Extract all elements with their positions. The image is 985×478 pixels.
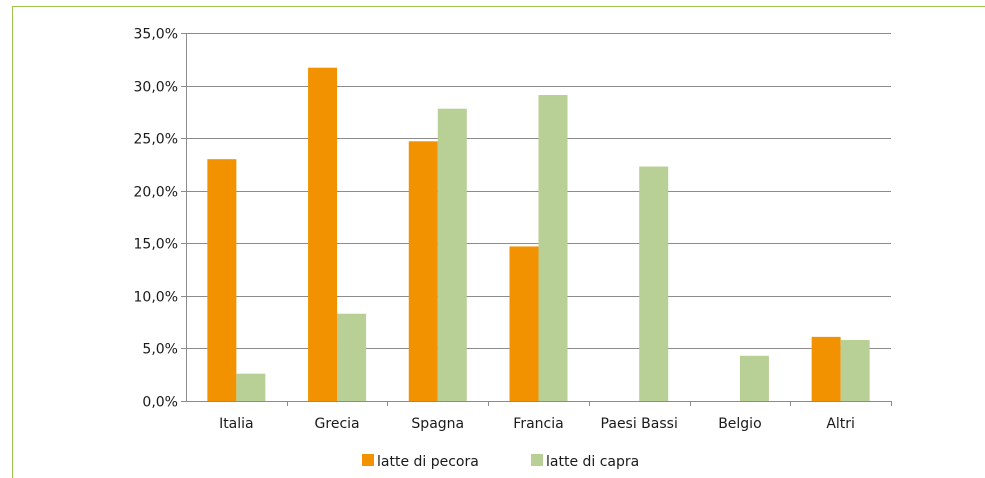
y-tick-label: 15,0% [134, 237, 178, 253]
x-tick-label: Grecia [315, 416, 360, 432]
bar-pecora-francia [509, 246, 539, 401]
legend-swatch-pecora [362, 454, 374, 466]
bar-capra-italia [236, 373, 266, 401]
legend-label-capra: latte di capra [546, 454, 639, 470]
bar-pecora-spagna [408, 141, 438, 401]
bars [207, 67, 870, 402]
legend-swatch-capra [531, 454, 543, 466]
x-tick-label: Italia [219, 416, 254, 432]
x-tick-label: Altri [826, 416, 855, 432]
y-tick-label: 30,0% [134, 80, 178, 96]
bar-capra-belgio [739, 355, 769, 401]
tick-labels: 0,0% 5,0% 10,0% 15,0% 20,0% 25,0% 30,0% 35,0% It… [134, 27, 855, 433]
y-tick-label: 5,0% [142, 342, 178, 358]
bar-pecora-grecia [308, 67, 338, 401]
legend: latte di pecora latte di capra [362, 454, 639, 470]
bar-capra-spagna [437, 108, 467, 402]
bar-pecora-altri [811, 336, 841, 401]
y-tick-label: 10,0% [134, 290, 178, 306]
bar-pecora-italia [207, 159, 237, 401]
x-tick-label: Spagna [411, 416, 464, 432]
y-tick-label: 20,0% [134, 185, 178, 201]
y-tick-label: 35,0% [134, 27, 178, 43]
bar-capra-paesi-bassi [639, 166, 669, 401]
chart-frame [12, 6, 985, 478]
bar-capra-grecia [337, 313, 367, 401]
bar-capra-francia [538, 95, 568, 401]
legend-label-pecora: latte di pecora [377, 454, 479, 470]
x-tick-label: Paesi Bassi [601, 416, 678, 432]
axes [181, 33, 892, 406]
bar-capra-altri [840, 340, 870, 401]
y-tick-label: 0,0% [142, 395, 178, 411]
x-tick-label: Belgio [718, 416, 761, 432]
y-tick-label: 25,0% [134, 132, 178, 148]
x-tick-label: Francia [513, 416, 563, 432]
